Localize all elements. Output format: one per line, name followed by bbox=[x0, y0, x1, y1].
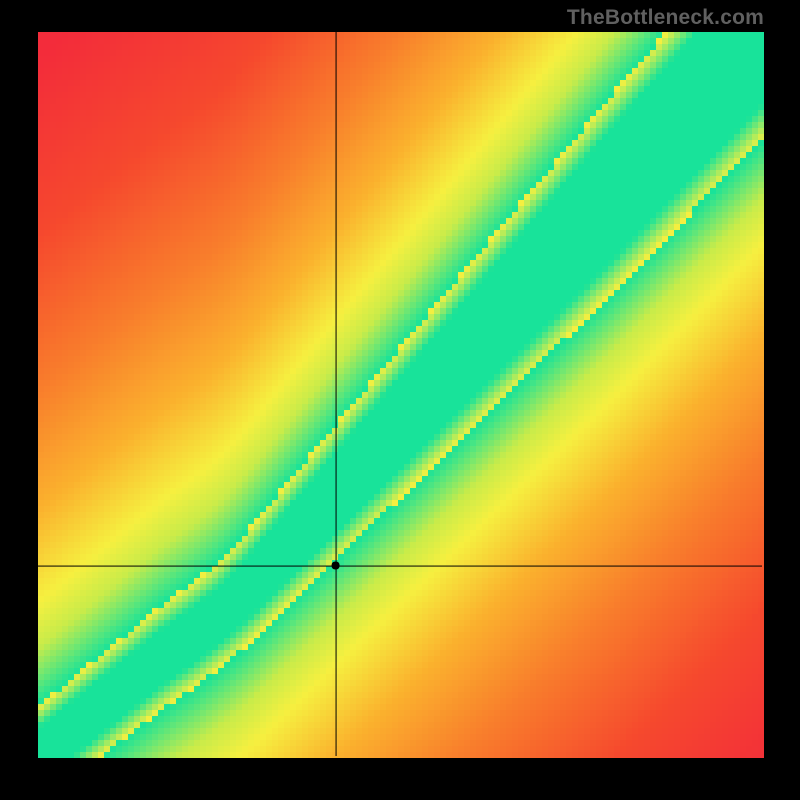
heatmap-canvas bbox=[0, 0, 800, 800]
chart-stage: TheBottleneck.com bbox=[0, 0, 800, 800]
watermark-text: TheBottleneck.com bbox=[567, 6, 764, 30]
